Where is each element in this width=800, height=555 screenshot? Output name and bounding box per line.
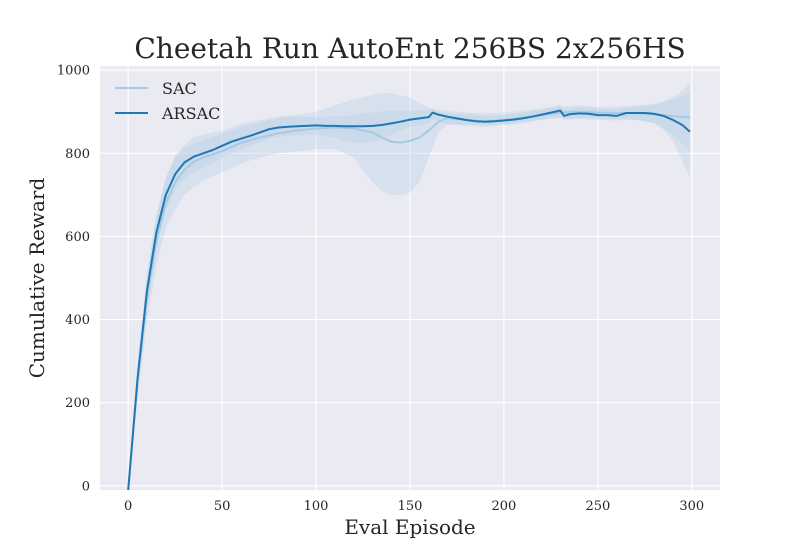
x-tick-label: 300 [679,499,704,514]
y-tick-label: 400 [65,313,90,328]
x-tick-label: 200 [492,499,517,514]
y-tick-label: 800 [65,147,90,162]
series-lines [127,109,691,491]
x-tick-label: 0 [124,499,132,514]
confidence-bands [128,83,690,490]
legend-label-arsac: ARSAC [161,104,220,123]
legend-label-sac: SAC [162,79,197,98]
x-tick-label: 250 [585,499,610,514]
x-axis-label: Eval Episode [344,515,475,539]
tick-labels: 0 50 100 150 200 250 300 0 200 400 600 800 1000 [57,64,704,514]
band-sac [128,93,690,490]
y-tick-label: 200 [65,396,90,411]
y-tick-label: 600 [65,230,90,245]
y-tick-label: 0 [82,479,90,494]
chart-title: Cheetah Run AutoEnt 256BS 2x256HS [134,32,685,65]
line-arsac [127,109,691,491]
x-tick-label: 50 [214,499,231,514]
x-tick-label: 150 [398,499,423,514]
line-sac [127,110,690,491]
x-tick-label: 100 [304,499,329,514]
y-tick-label: 1000 [57,64,90,79]
y-axis-label: Cumulative Reward [25,178,49,379]
legend: SAC ARSAC [115,79,220,123]
grid [100,66,720,490]
